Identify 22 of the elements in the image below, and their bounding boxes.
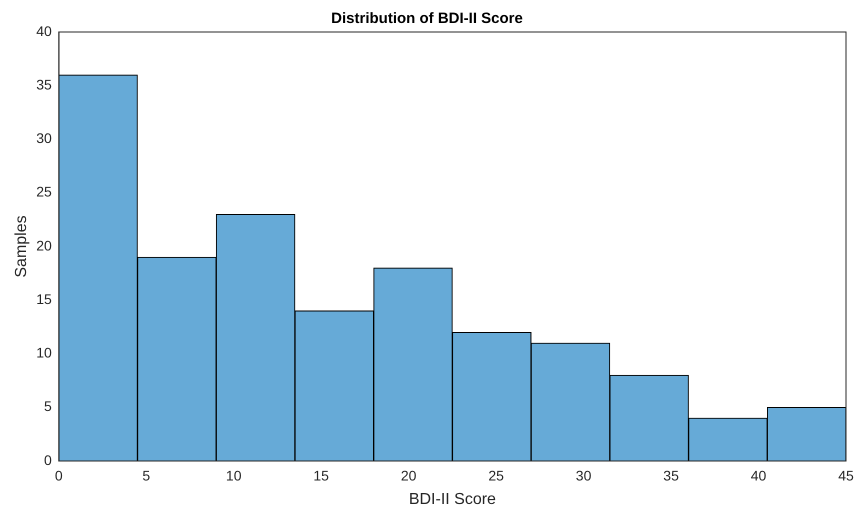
x-tick-label: 30 xyxy=(576,467,592,484)
y-tick-label: 15 xyxy=(36,290,52,307)
y-tick-label: 20 xyxy=(36,237,52,254)
y-tick-label: 40 xyxy=(36,22,52,39)
x-tick-label: 25 xyxy=(488,467,504,484)
x-tick-label: 15 xyxy=(313,467,330,484)
x-tick-label: 35 xyxy=(663,467,680,484)
x-tick-label: 40 xyxy=(750,467,767,484)
y-tick-label: 25 xyxy=(36,184,52,200)
x-tick-label: 0 xyxy=(54,467,63,484)
x-axis-title: BDI-II Score xyxy=(408,490,496,508)
chart-title: Distribution of BDI-II Score xyxy=(331,10,523,28)
x-tick-label: 5 xyxy=(142,467,150,484)
y-tick-label: 5 xyxy=(44,398,52,414)
y-axis-title: Samples xyxy=(13,215,30,278)
y-tick-label: 10 xyxy=(36,344,52,361)
x-tick-label: 10 xyxy=(226,467,242,484)
y-tick-label: 0 xyxy=(44,452,52,468)
y-tick-label: 30 xyxy=(36,130,52,146)
x-tick-label: 20 xyxy=(400,467,417,484)
y-tick-label: 35 xyxy=(36,76,52,92)
x-tick-label: 45 xyxy=(838,467,854,484)
